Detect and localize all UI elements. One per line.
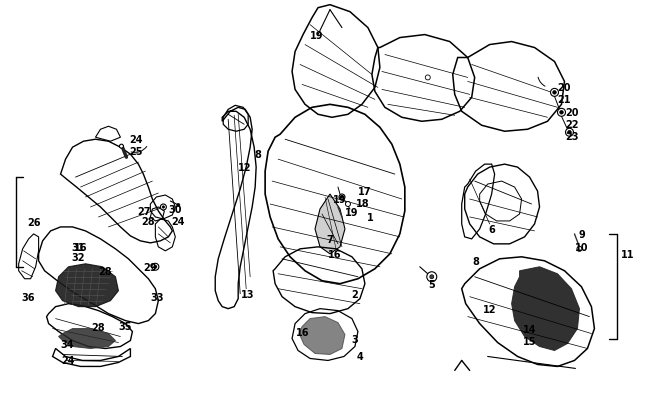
- Circle shape: [558, 109, 566, 117]
- Polygon shape: [512, 267, 579, 351]
- Text: 9: 9: [578, 229, 585, 239]
- Text: 16: 16: [73, 242, 87, 252]
- Text: 36: 36: [21, 292, 34, 302]
- Text: 28: 28: [142, 216, 155, 226]
- Text: 12: 12: [239, 163, 252, 173]
- Text: 4: 4: [357, 352, 363, 362]
- Circle shape: [552, 92, 556, 95]
- Text: 24: 24: [61, 356, 74, 366]
- Circle shape: [341, 196, 343, 199]
- Text: 34: 34: [61, 339, 74, 349]
- Text: 17: 17: [358, 187, 372, 196]
- Text: 13: 13: [241, 289, 255, 299]
- Text: 20: 20: [566, 108, 579, 118]
- Text: 21: 21: [558, 95, 571, 105]
- Circle shape: [345, 202, 350, 207]
- Text: 32: 32: [72, 252, 85, 262]
- Circle shape: [551, 89, 558, 97]
- Circle shape: [154, 266, 157, 269]
- Text: 28: 28: [99, 266, 112, 276]
- Text: 6: 6: [488, 224, 495, 234]
- Text: 22: 22: [566, 120, 579, 130]
- Circle shape: [152, 264, 159, 271]
- Text: 33: 33: [151, 292, 164, 302]
- Circle shape: [162, 206, 164, 209]
- Text: 25: 25: [129, 147, 143, 157]
- Polygon shape: [315, 194, 345, 254]
- Text: 24: 24: [172, 216, 185, 226]
- Text: 35: 35: [119, 321, 132, 331]
- Circle shape: [177, 204, 180, 207]
- Text: 27: 27: [138, 207, 151, 216]
- Text: 29: 29: [144, 262, 157, 272]
- Text: 5: 5: [428, 279, 435, 289]
- Circle shape: [566, 129, 573, 137]
- Circle shape: [427, 272, 437, 282]
- Circle shape: [161, 205, 166, 211]
- Circle shape: [577, 247, 582, 252]
- Circle shape: [560, 111, 564, 115]
- Text: 24: 24: [129, 135, 143, 145]
- Circle shape: [425, 76, 430, 81]
- Polygon shape: [299, 317, 345, 355]
- Text: 19: 19: [333, 194, 346, 205]
- Text: 15: 15: [523, 336, 536, 346]
- Text: 8: 8: [255, 150, 261, 160]
- Text: 10: 10: [575, 242, 588, 252]
- Text: 16: 16: [328, 249, 342, 259]
- Text: 14: 14: [523, 324, 536, 334]
- Text: 31: 31: [72, 242, 85, 252]
- Circle shape: [339, 194, 345, 200]
- Polygon shape: [58, 329, 116, 349]
- Text: 11: 11: [621, 249, 634, 259]
- Text: 19: 19: [345, 207, 359, 217]
- Text: 18: 18: [356, 198, 370, 209]
- Text: 16: 16: [296, 327, 310, 337]
- Text: 28: 28: [92, 322, 105, 332]
- Text: 23: 23: [566, 132, 579, 142]
- Text: 19: 19: [310, 30, 324, 40]
- Circle shape: [567, 131, 571, 135]
- Text: 12: 12: [483, 304, 497, 314]
- Text: 3: 3: [352, 334, 358, 344]
- Circle shape: [120, 145, 124, 149]
- Text: 7: 7: [326, 234, 333, 244]
- Text: 2: 2: [352, 289, 358, 299]
- Text: 26: 26: [27, 217, 40, 227]
- Text: 8: 8: [473, 256, 479, 266]
- Polygon shape: [56, 264, 118, 307]
- Circle shape: [430, 275, 434, 279]
- Text: 20: 20: [558, 83, 571, 93]
- Text: 30: 30: [168, 205, 182, 214]
- Text: 1: 1: [367, 213, 373, 222]
